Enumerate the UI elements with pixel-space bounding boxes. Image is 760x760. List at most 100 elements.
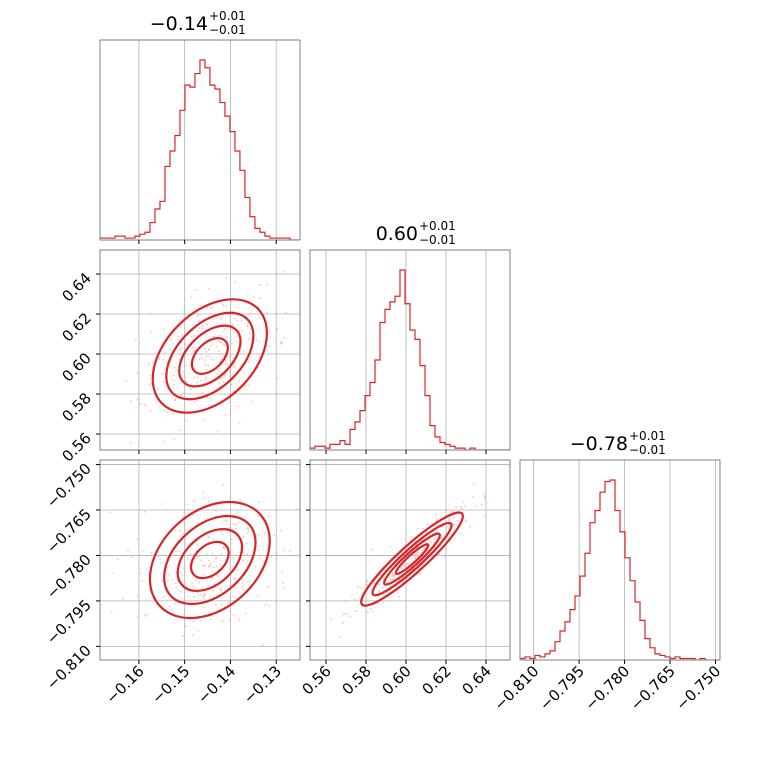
- scatter-point: [229, 568, 231, 570]
- scatter-point: [436, 517, 438, 520]
- scatter-point: [184, 379, 187, 382]
- y-tick-label: 0.56: [58, 429, 94, 465]
- scatter-point: [201, 357, 204, 360]
- scatter-point: [192, 346, 194, 349]
- scatter-point: [411, 557, 413, 560]
- scatter-point: [403, 565, 406, 568]
- scatter-point: [379, 603, 382, 606]
- scatter-point: [205, 350, 208, 353]
- scatter-point: [257, 515, 259, 517]
- scatter-point: [483, 493, 485, 496]
- scatter-point: [138, 568, 141, 571]
- scatter-point: [201, 392, 204, 394]
- scatter-point: [134, 339, 137, 342]
- gridlines: [533, 460, 716, 660]
- scatter-point: [283, 271, 286, 273]
- scatter-point: [163, 409, 166, 412]
- scatter-point: [190, 554, 193, 557]
- x-tick-label: −0.780: [581, 662, 633, 714]
- scatter-point: [191, 585, 194, 587]
- x-tick-label: −0.810: [490, 662, 542, 714]
- scatter-point: [369, 607, 372, 610]
- scatter-point: [189, 559, 192, 561]
- scatter-point: [185, 364, 188, 367]
- scatter-point: [200, 559, 203, 562]
- scatter-point: [137, 538, 139, 540]
- x-tick-label: −0.14: [194, 662, 239, 707]
- scatter-point: [180, 394, 183, 397]
- scatter-point: [246, 325, 249, 328]
- scatter-point: [212, 566, 215, 569]
- scatter-point: [172, 343, 175, 345]
- scatter-point: [193, 401, 196, 404]
- scatter-point: [138, 342, 141, 345]
- scatter-point: [179, 325, 182, 328]
- scatter-point: [208, 564, 211, 567]
- scatter-point: [136, 398, 139, 401]
- scatter-point: [221, 533, 224, 535]
- scatter-point: [243, 553, 246, 555]
- scatter-point: [273, 534, 275, 537]
- gridlines: [310, 460, 510, 660]
- scatter-point: [175, 369, 178, 372]
- scatter-point: [232, 557, 235, 559]
- scatter-point: [422, 527, 425, 530]
- scatter-point: [177, 338, 179, 341]
- scatter-point: [223, 519, 226, 522]
- scatter-point: [238, 330, 241, 333]
- scatter-point: [196, 330, 199, 332]
- scatter-point: [280, 341, 283, 344]
- scatter-point: [175, 550, 177, 552]
- scatter-point: [238, 421, 241, 424]
- scatter-point: [255, 339, 258, 341]
- x-tick-label: −0.795: [536, 662, 588, 714]
- scatter-point: [179, 535, 182, 537]
- scatter-point: [217, 370, 220, 372]
- scatter-point: [184, 538, 187, 541]
- scatter-point: [413, 556, 416, 559]
- scatter-point: [156, 400, 159, 403]
- scatter-point: [233, 317, 236, 320]
- scatter-point: [223, 344, 226, 347]
- scatter-point: [186, 508, 189, 511]
- scatter-point: [393, 576, 395, 578]
- scatter-point: [452, 525, 455, 528]
- scatter-point: [219, 367, 221, 370]
- scatter-point: [191, 514, 194, 516]
- scatter-point: [248, 338, 251, 341]
- panel-title-lower: −0.01: [419, 233, 456, 247]
- scatter-point: [234, 281, 237, 283]
- scatter-point: [116, 558, 119, 561]
- scatter-point: [473, 482, 475, 485]
- scatter-point: [197, 555, 199, 558]
- scatter-point: [210, 344, 212, 347]
- scatter-point: [367, 611, 369, 614]
- scatter-point: [204, 348, 206, 350]
- scatter-point: [141, 580, 144, 582]
- scatter-point: [170, 338, 173, 341]
- scatter-point: [237, 521, 240, 524]
- scatter-point: [211, 358, 213, 361]
- scatter-point: [418, 572, 421, 575]
- histogram-panel-2: −0.810−0.795−0.780−0.765−0.750 −0.78 +0.01…: [490, 429, 724, 714]
- scatter-point: [231, 323, 234, 326]
- histogram-panel-0: −0.14 +0.01−0.01: [99, 9, 301, 244]
- scatter-point: [137, 594, 139, 597]
- scatter-point: [198, 581, 200, 584]
- scatter-point: [284, 312, 287, 314]
- scatter-point: [276, 377, 279, 380]
- scatter-point: [185, 420, 188, 422]
- scatter-point: [241, 585, 244, 588]
- scatter-point: [236, 568, 239, 571]
- scatter-point: [389, 578, 392, 581]
- scatter-point: [258, 355, 261, 358]
- scatter-point: [228, 355, 231, 358]
- scatter-point: [480, 503, 483, 506]
- scatter-point: [230, 538, 233, 541]
- panel-content: [310, 269, 510, 450]
- scatter-point: [256, 595, 259, 598]
- scatter-point: [279, 529, 282, 532]
- gridlines: [100, 460, 300, 660]
- scatter-point: [463, 505, 466, 508]
- scatter-point: [207, 287, 210, 290]
